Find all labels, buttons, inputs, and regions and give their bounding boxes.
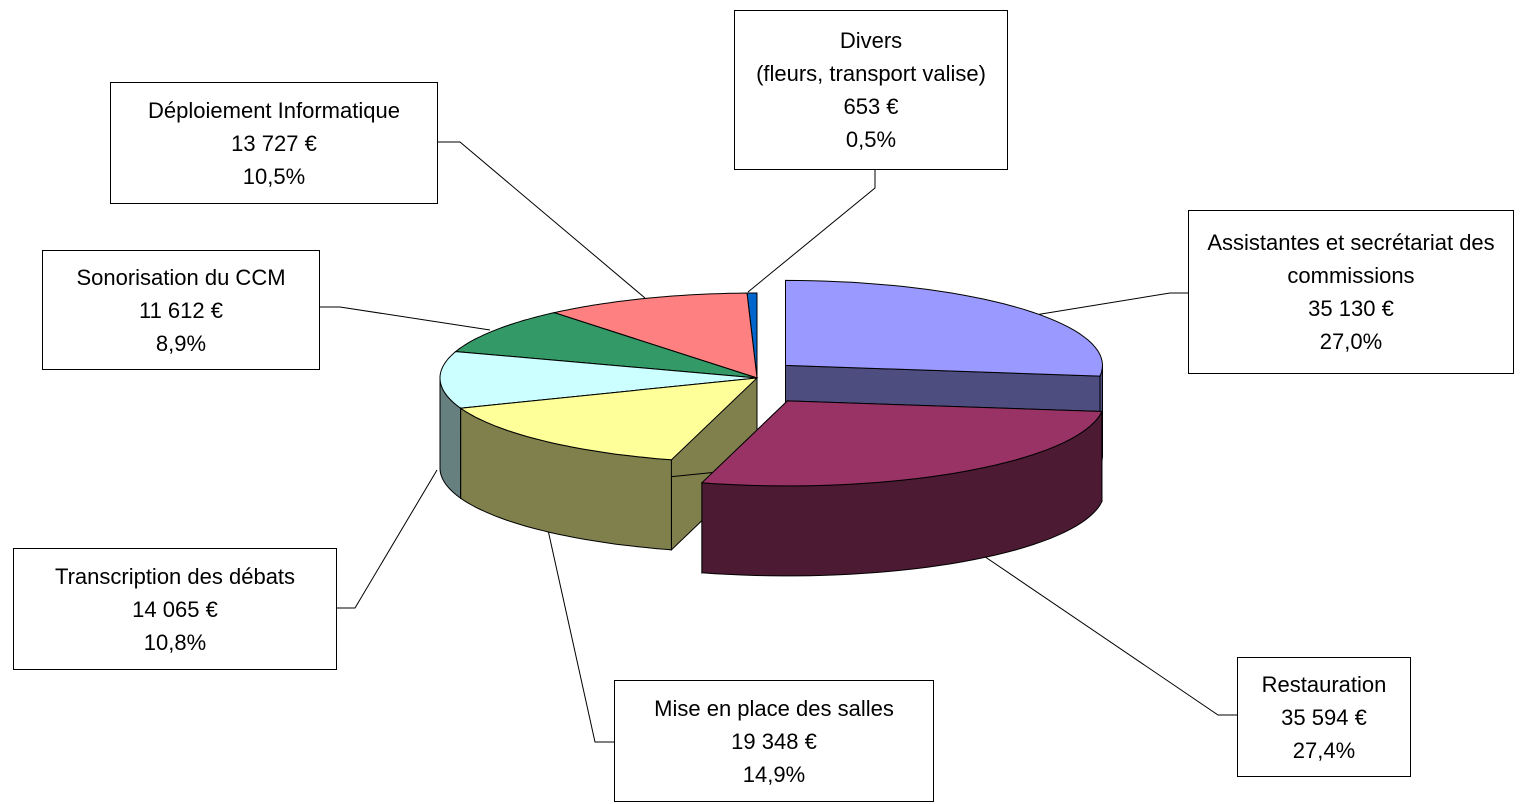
- label-value: 653 €: [843, 94, 899, 119]
- label-value: 13 727 €: [231, 130, 317, 156]
- slice: [785, 279, 1104, 377]
- label-percent: 10,8%: [143, 629, 207, 655]
- label-percent: 0,5%: [845, 127, 897, 152]
- label-name: Restauration: [1261, 671, 1387, 697]
- slice: [459, 377, 759, 461]
- label-percent: 8,9%: [155, 330, 207, 356]
- label-value: 11 612 €: [138, 297, 223, 323]
- label-percent: 10,5%: [242, 163, 306, 189]
- data-label: Mise en place des salles 19 348 € 14,9%: [614, 680, 934, 802]
- label-value: 19 348 €: [731, 728, 817, 754]
- label-percent: 14,9%: [742, 761, 806, 787]
- label-percent: 27,0%: [1319, 329, 1383, 354]
- slice: [700, 400, 1103, 487]
- label-name: Sonorisation du CCM: [76, 264, 286, 290]
- pie: [439, 279, 1104, 577]
- slice: [439, 351, 758, 409]
- label-value: 35 130 €: [1308, 296, 1394, 321]
- data-label: Transcription des débats 14 065 € 10,8%: [13, 548, 337, 670]
- label-value: 35 594 €: [1281, 704, 1367, 730]
- data-label: Déploiement Informatique 13 727 € 10,5%: [110, 82, 438, 204]
- leader-line: [547, 529, 614, 743]
- leader-line: [320, 306, 491, 331]
- leader-line: [974, 549, 1237, 716]
- label-name: Divers (fleurs, transport valise): [756, 28, 986, 86]
- data-label: Sonorisation du CCM 11 612 € 8,9%: [42, 250, 320, 370]
- label-name: Transcription des débats: [54, 563, 296, 589]
- label-name: Mise en place des salles: [654, 695, 894, 721]
- data-label: Divers (fleurs, transport valise) 653 € 0,…: [734, 10, 1008, 170]
- label-percent: 27,4%: [1292, 737, 1356, 763]
- leader-line: [438, 141, 646, 299]
- leader-line: [337, 469, 438, 609]
- label-name: Assistantes et secrétariat des commissio…: [1207, 230, 1495, 288]
- leader-line: [747, 170, 876, 293]
- label-value: 14 065 €: [132, 596, 218, 622]
- leader-line: [1034, 292, 1188, 316]
- data-label: Restauration 35 594 € 27,4%: [1237, 657, 1411, 777]
- data-label: Assistantes et secrétariat des commissio…: [1188, 210, 1514, 374]
- label-name: Déploiement Informatique: [148, 97, 400, 123]
- slice: [454, 312, 758, 379]
- slice: [552, 292, 758, 379]
